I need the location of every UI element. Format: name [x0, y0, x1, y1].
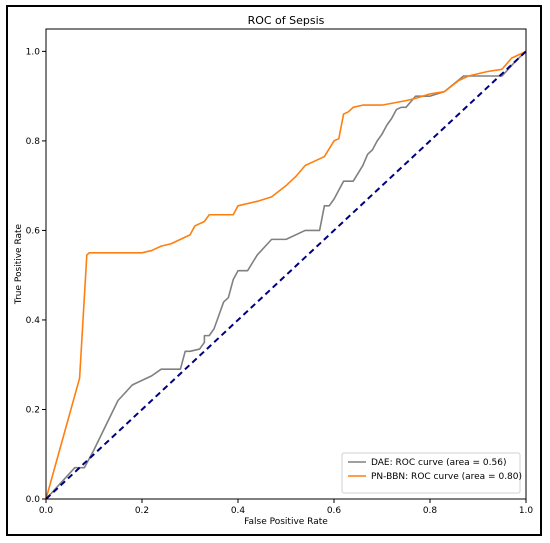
y-tick-label: 0.0: [26, 495, 41, 505]
legend-label: DAE: ROC curve (area = 0.56): [371, 458, 506, 468]
plot-border: [45, 28, 527, 500]
chart-title: ROC of Sepsis: [248, 14, 325, 27]
legend-box: [341, 452, 521, 494]
x-tick-label: 0.8: [423, 506, 438, 516]
plot-area: 0.0 0.2 0.4 0.6 0.8 1.0 0.0 0.2 0.4 0.6 0.8 1.0 DAE:…: [26, 28, 534, 516]
x-tick-label: 0.4: [231, 506, 246, 516]
series-line-1: [45, 50, 527, 500]
y-tick-label: 0.4: [26, 316, 41, 326]
y-tick-label: 0.2: [26, 405, 40, 415]
y-tick-label: 1.0: [26, 47, 41, 57]
series-line-0: [45, 50, 527, 500]
x-axis-title: False Positive Rate: [244, 517, 328, 527]
y-tick-label: 0.6: [26, 226, 41, 236]
x-tick-label: 0.6: [327, 506, 342, 516]
legend-label: PN-BBN: ROC curve (area = 0.80): [371, 472, 522, 482]
x-tick-label: 0.2: [135, 506, 149, 516]
chance-diagonal-line: [45, 50, 527, 500]
y-axis-title: True Positive Rate: [14, 223, 24, 305]
y-tick-label: 0.8: [26, 137, 41, 147]
x-tick-label: 0.0: [39, 506, 54, 516]
x-tick-label: 1.0: [519, 506, 534, 516]
